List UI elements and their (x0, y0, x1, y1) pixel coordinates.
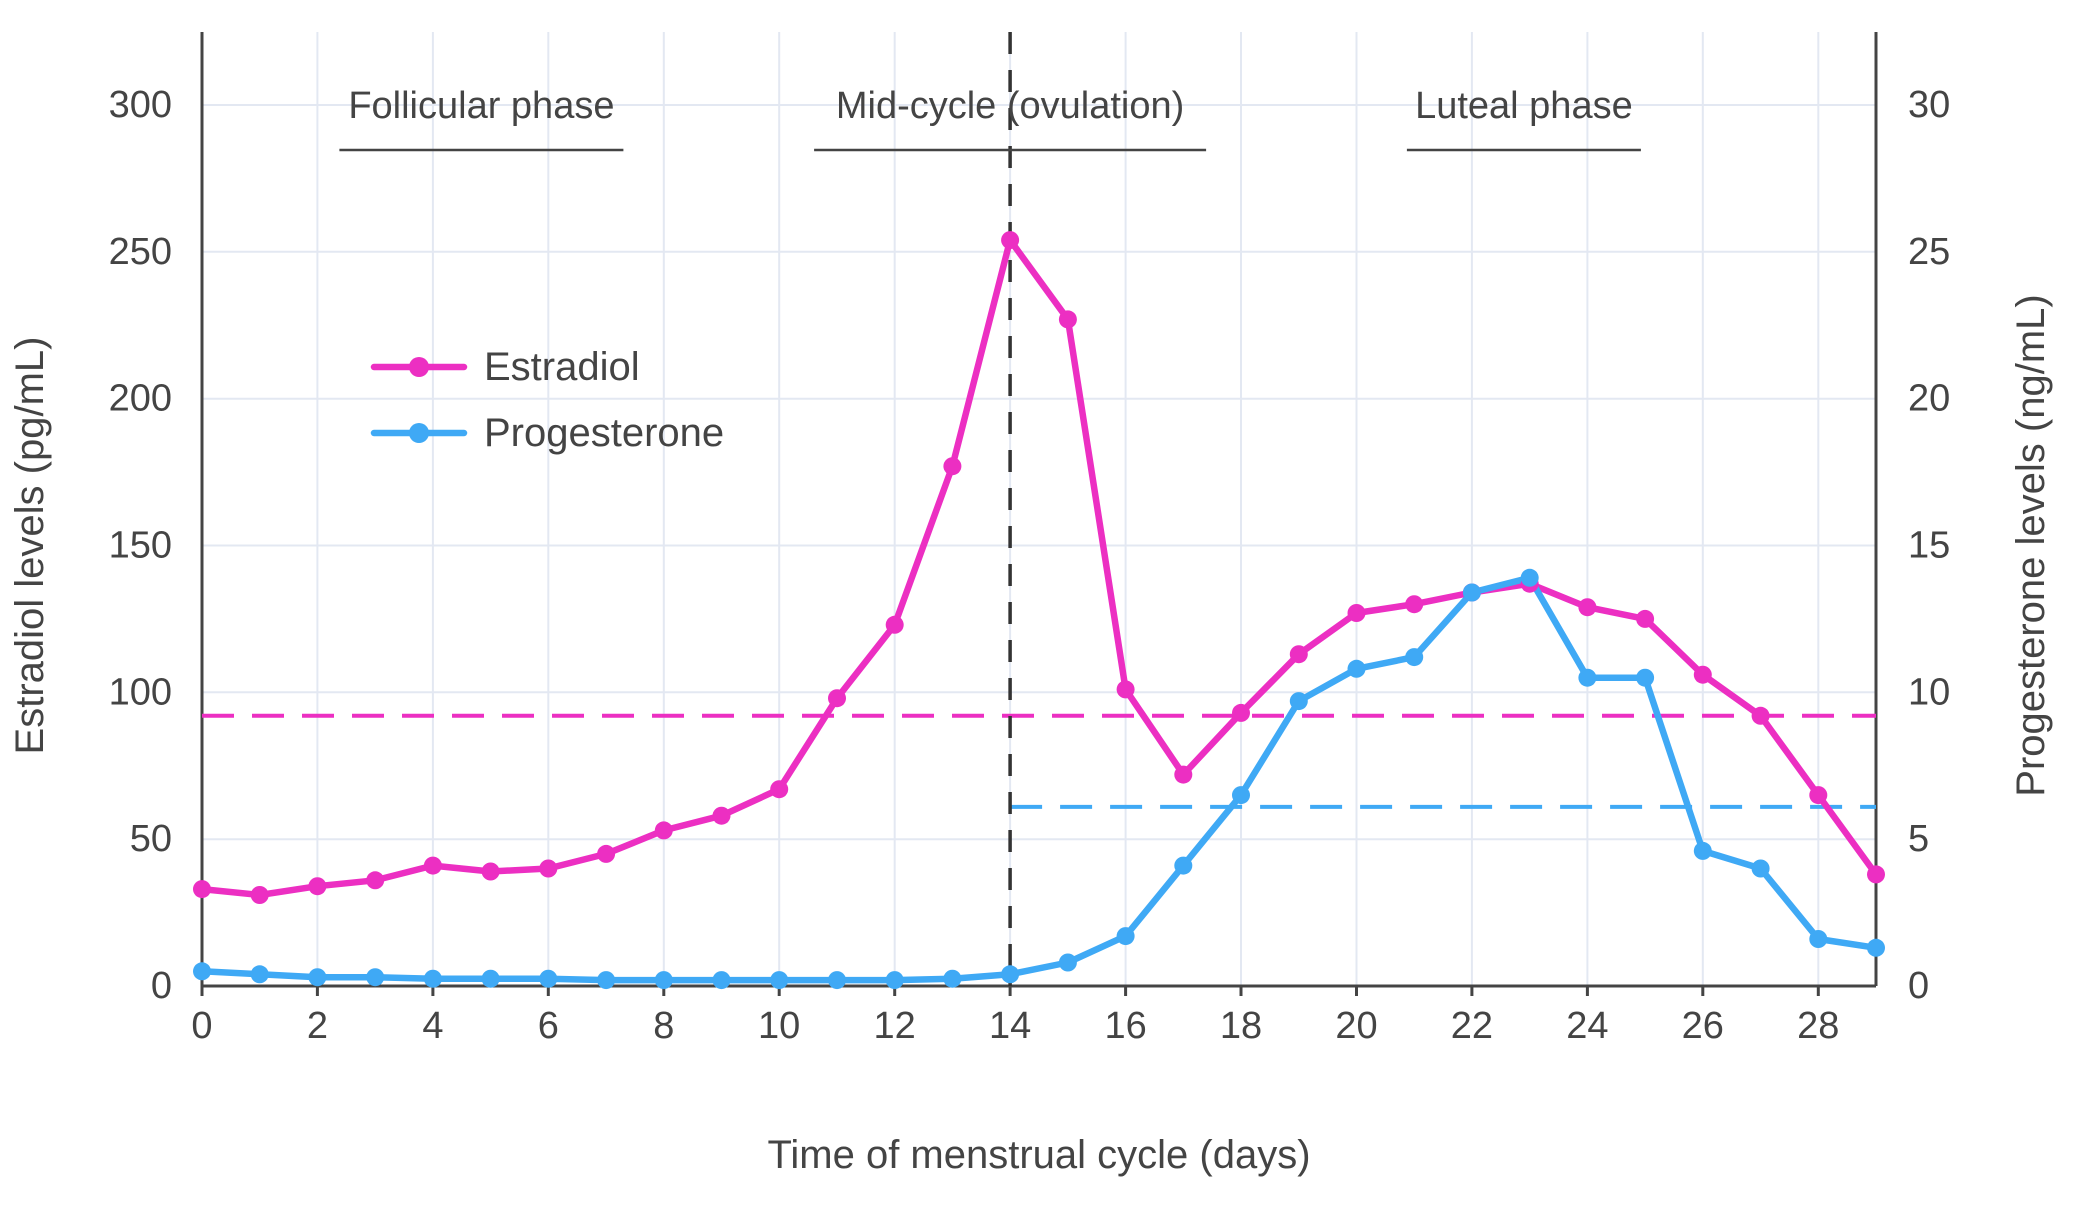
svg-text:12: 12 (874, 1005, 916, 1047)
svg-text:0: 0 (191, 1005, 212, 1047)
svg-text:6: 6 (538, 1005, 559, 1047)
svg-text:20: 20 (1335, 1005, 1377, 1047)
svg-text:24: 24 (1566, 1005, 1608, 1047)
svg-text:Progesterone: Progesterone (484, 411, 724, 455)
svg-text:Estradiol: Estradiol (484, 345, 640, 389)
svg-text:28: 28 (1797, 1005, 1839, 1047)
svg-text:4: 4 (422, 1005, 443, 1047)
svg-text:8: 8 (653, 1005, 674, 1047)
svg-text:200: 200 (109, 378, 172, 420)
svg-text:26: 26 (1682, 1005, 1724, 1047)
svg-text:300: 300 (109, 84, 172, 126)
svg-text:5: 5 (1908, 818, 1929, 860)
svg-text:18: 18 (1220, 1005, 1262, 1047)
svg-text:Progesterone levels (ng/mL): Progesterone levels (ng/mL) (2009, 294, 2053, 796)
svg-text:16: 16 (1104, 1005, 1146, 1047)
svg-text:100: 100 (109, 671, 172, 713)
svg-text:250: 250 (109, 231, 172, 273)
svg-text:10: 10 (1908, 671, 1950, 713)
svg-text:Mid-cycle (ovulation): Mid-cycle (ovulation) (836, 85, 1184, 127)
svg-text:22: 22 (1451, 1005, 1493, 1047)
svg-text:20: 20 (1908, 378, 1950, 420)
svg-text:0: 0 (151, 965, 172, 1007)
svg-text:2: 2 (307, 1005, 328, 1047)
svg-text:Time of menstrual cycle (days): Time of menstrual cycle (days) (767, 1133, 1310, 1177)
svg-text:Luteal phase: Luteal phase (1415, 85, 1633, 127)
svg-text:14: 14 (989, 1005, 1031, 1047)
svg-text:25: 25 (1908, 231, 1950, 273)
svg-text:0: 0 (1908, 965, 1929, 1007)
svg-text:30: 30 (1908, 84, 1950, 126)
svg-text:50: 50 (130, 818, 172, 860)
svg-text:Follicular phase: Follicular phase (348, 85, 614, 127)
svg-text:15: 15 (1908, 525, 1950, 567)
svg-text:10: 10 (758, 1005, 800, 1047)
svg-text:Estradiol levels (pg/mL): Estradiol levels (pg/mL) (8, 337, 52, 755)
svg-text:150: 150 (109, 525, 172, 567)
